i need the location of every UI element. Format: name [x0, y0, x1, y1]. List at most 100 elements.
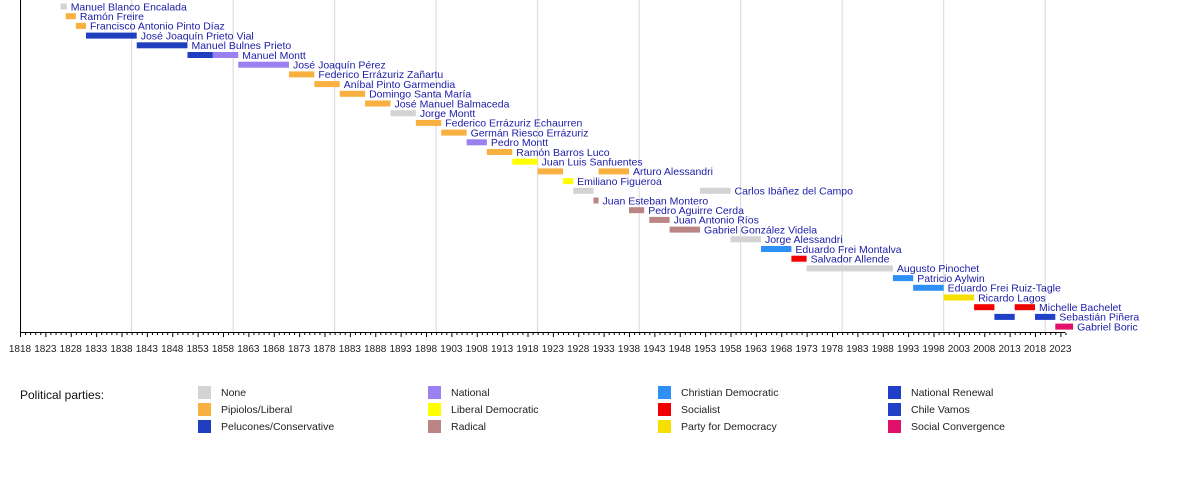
- legend-swatch: [888, 386, 901, 399]
- term-bar: [700, 187, 731, 194]
- president-label: Patricio Aylwin: [917, 273, 985, 285]
- tick-label: 1828: [60, 344, 83, 355]
- term-bar: [75, 22, 86, 29]
- president-label: Pedro Aguirre Cerda: [648, 205, 744, 217]
- tick-label: 1908: [466, 344, 489, 355]
- tick-label: 1983: [846, 344, 869, 355]
- legend-item: Radical: [428, 420, 486, 433]
- term-bar: [598, 168, 629, 175]
- term-bar: [1035, 313, 1056, 320]
- president-label: Eduardo Frei Montalva: [795, 244, 901, 256]
- legend-label: Christian Democratic: [681, 386, 779, 399]
- president-label: Sebastián Piñera: [1059, 312, 1139, 324]
- tick-label: 1953: [694, 344, 717, 355]
- tick-label: 1873: [288, 344, 311, 355]
- president-label: Ramón Barros Luco: [516, 147, 610, 159]
- term-bar: [339, 90, 366, 97]
- tick-label: 2003: [948, 344, 971, 355]
- legend-label: Party for Democracy: [681, 420, 777, 433]
- tick-label: 1923: [542, 344, 565, 355]
- president-label: Juan Esteban Montero: [603, 195, 709, 207]
- tick-label: 1958: [719, 344, 742, 355]
- legend-item: Liberal Democratic: [428, 403, 539, 416]
- tick-label: 1883: [339, 344, 362, 355]
- legend-item: National Renewal: [888, 386, 993, 399]
- term-bar: [573, 187, 594, 194]
- legend-label: Liberal Democratic: [451, 403, 539, 416]
- legend-swatch: [428, 420, 441, 433]
- president-label: Pedro Montt: [491, 137, 548, 149]
- president-label: José Joaquín Pérez: [293, 60, 386, 72]
- tick-label: 1938: [618, 344, 641, 355]
- president-label: Augusto Pinochet: [897, 263, 979, 275]
- term-bar: [65, 13, 76, 20]
- tick-label: 1853: [187, 344, 210, 355]
- tick-label: 1943: [643, 344, 666, 355]
- tick-label: 1998: [922, 344, 945, 355]
- tick-label: 1918: [516, 344, 539, 355]
- term-bar: [365, 100, 391, 107]
- tick-label: 2023: [1049, 344, 1072, 355]
- tick-label: 1973: [796, 344, 819, 355]
- legend-swatch: [658, 420, 671, 433]
- president-label: Federico Errázuriz Echaurren: [445, 118, 582, 130]
- term-bar: [441, 129, 467, 136]
- legend-item: Christian Democratic: [658, 386, 778, 399]
- tick-label: 1978: [821, 344, 844, 355]
- president-label: Federico Errázuriz Zañartu: [318, 69, 443, 81]
- tick-label: 1933: [593, 344, 616, 355]
- term-bar: [563, 178, 574, 185]
- legend-item: Socialist: [658, 403, 720, 416]
- legend-swatch: [198, 386, 211, 399]
- legend-label: Pipiolos/Liberal: [221, 403, 293, 416]
- legend-label: National: [451, 386, 490, 399]
- legend-label: Social Convergence: [911, 420, 1005, 433]
- tick-label: 1988: [872, 344, 895, 355]
- tick-label: 1848: [161, 344, 184, 355]
- president-label: José Manuel Balmaceda: [394, 98, 509, 110]
- term-bar: [136, 42, 188, 49]
- president-label: Manuel Bulnes Prieto: [191, 40, 291, 52]
- term-bar: [212, 52, 239, 58]
- term-bar: [466, 139, 487, 146]
- legend-item: Chile Vamos: [888, 403, 970, 416]
- tick-label: 1898: [415, 344, 438, 355]
- tick-label: 1833: [85, 344, 108, 355]
- tick-label: 1878: [313, 344, 336, 355]
- term-bar: [913, 284, 944, 291]
- tick-label: 1868: [263, 344, 286, 355]
- president-label: Domingo Santa María: [369, 89, 471, 101]
- tick-label: 1863: [237, 344, 260, 355]
- term-bar: [187, 52, 213, 58]
- president-label: Ricardo Lagos: [978, 292, 1046, 304]
- tick-label: 1913: [491, 344, 514, 355]
- president-label: Germán Riesco Errázuriz: [471, 127, 589, 139]
- president-label: Michelle Bachelet: [1039, 302, 1121, 314]
- term-bar: [892, 275, 914, 282]
- president-label: Manuel Blanco Encalada: [71, 1, 187, 13]
- president-label: Francisco Antonio Pinto Díaz: [90, 21, 225, 33]
- term-bar: [791, 255, 807, 262]
- tick-label: 1858: [212, 344, 235, 355]
- president-label: Salvador Allende: [811, 254, 890, 266]
- term-bar: [669, 226, 701, 233]
- tick-label: 1888: [364, 344, 387, 355]
- term-bar: [537, 168, 564, 175]
- president-label: Ramón Freire: [80, 11, 144, 23]
- tick-label: 2018: [1024, 344, 1047, 355]
- tick-label: 2008: [973, 344, 996, 355]
- president-label: Gabriel Boric: [1077, 321, 1138, 333]
- term-bar: [730, 236, 761, 243]
- legend-swatch: [428, 386, 441, 399]
- term-bar: [593, 197, 599, 204]
- term-bar: [512, 158, 538, 165]
- president-label: Jorge Alessandri: [765, 234, 843, 246]
- legend-swatch: [198, 420, 211, 433]
- legend-label: Pelucones/Conservative: [221, 420, 335, 433]
- term-bar: [943, 294, 975, 301]
- tick-label: 1893: [390, 344, 413, 355]
- president-label: Juan Antonio Ríos: [674, 215, 759, 227]
- president-label: Emiliano Figueroa: [577, 176, 662, 188]
- timeline-chart: 1818 1823 1828 1833 1838 1843 1848 1853 1858 1863…: [9, 0, 1139, 355]
- term-bar: [314, 81, 340, 88]
